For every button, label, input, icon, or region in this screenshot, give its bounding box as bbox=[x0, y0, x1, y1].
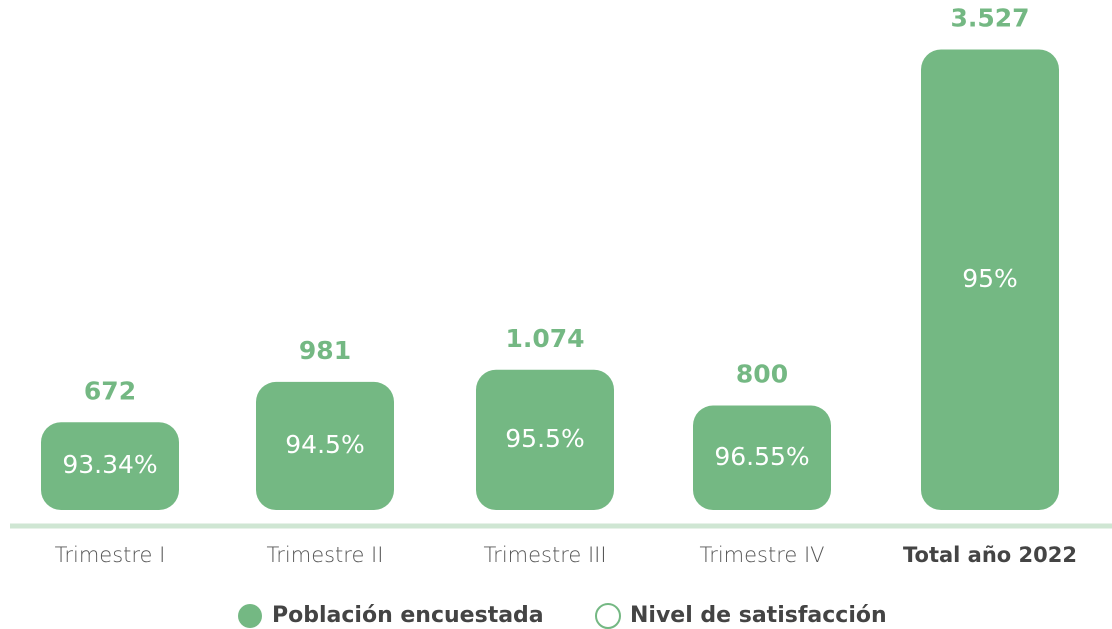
value-label: 1.074 bbox=[505, 324, 584, 353]
value-label: 800 bbox=[736, 360, 788, 389]
satisfaction-label: 95.5% bbox=[505, 424, 584, 453]
legend-label: Nivel de satisfacción bbox=[630, 603, 887, 628]
satisfaction-label: 96.55% bbox=[714, 442, 809, 471]
bar bbox=[921, 49, 1059, 511]
satisfaction-label: 93.34% bbox=[62, 450, 157, 479]
bar bbox=[693, 405, 831, 510]
category-label: Trimestre III bbox=[483, 543, 606, 567]
legend-marker bbox=[595, 603, 621, 629]
category-label: Trimestre I bbox=[55, 543, 166, 567]
legend-marker bbox=[238, 604, 262, 628]
bar bbox=[476, 369, 614, 510]
satisfaction-label: 95% bbox=[962, 264, 1018, 293]
category-label: Trimestre IV bbox=[699, 543, 824, 567]
bar bbox=[256, 381, 394, 510]
value-label: 981 bbox=[299, 336, 351, 365]
category-label: Trimestre II bbox=[267, 543, 384, 567]
legend-label: Población encuestada bbox=[272, 603, 544, 628]
bar bbox=[41, 422, 179, 510]
category-label: Total año 2022 bbox=[903, 543, 1077, 567]
value-label: 3.527 bbox=[950, 4, 1029, 33]
satisfaction-label: 94.5% bbox=[285, 430, 364, 459]
value-label: 672 bbox=[84, 376, 136, 405]
